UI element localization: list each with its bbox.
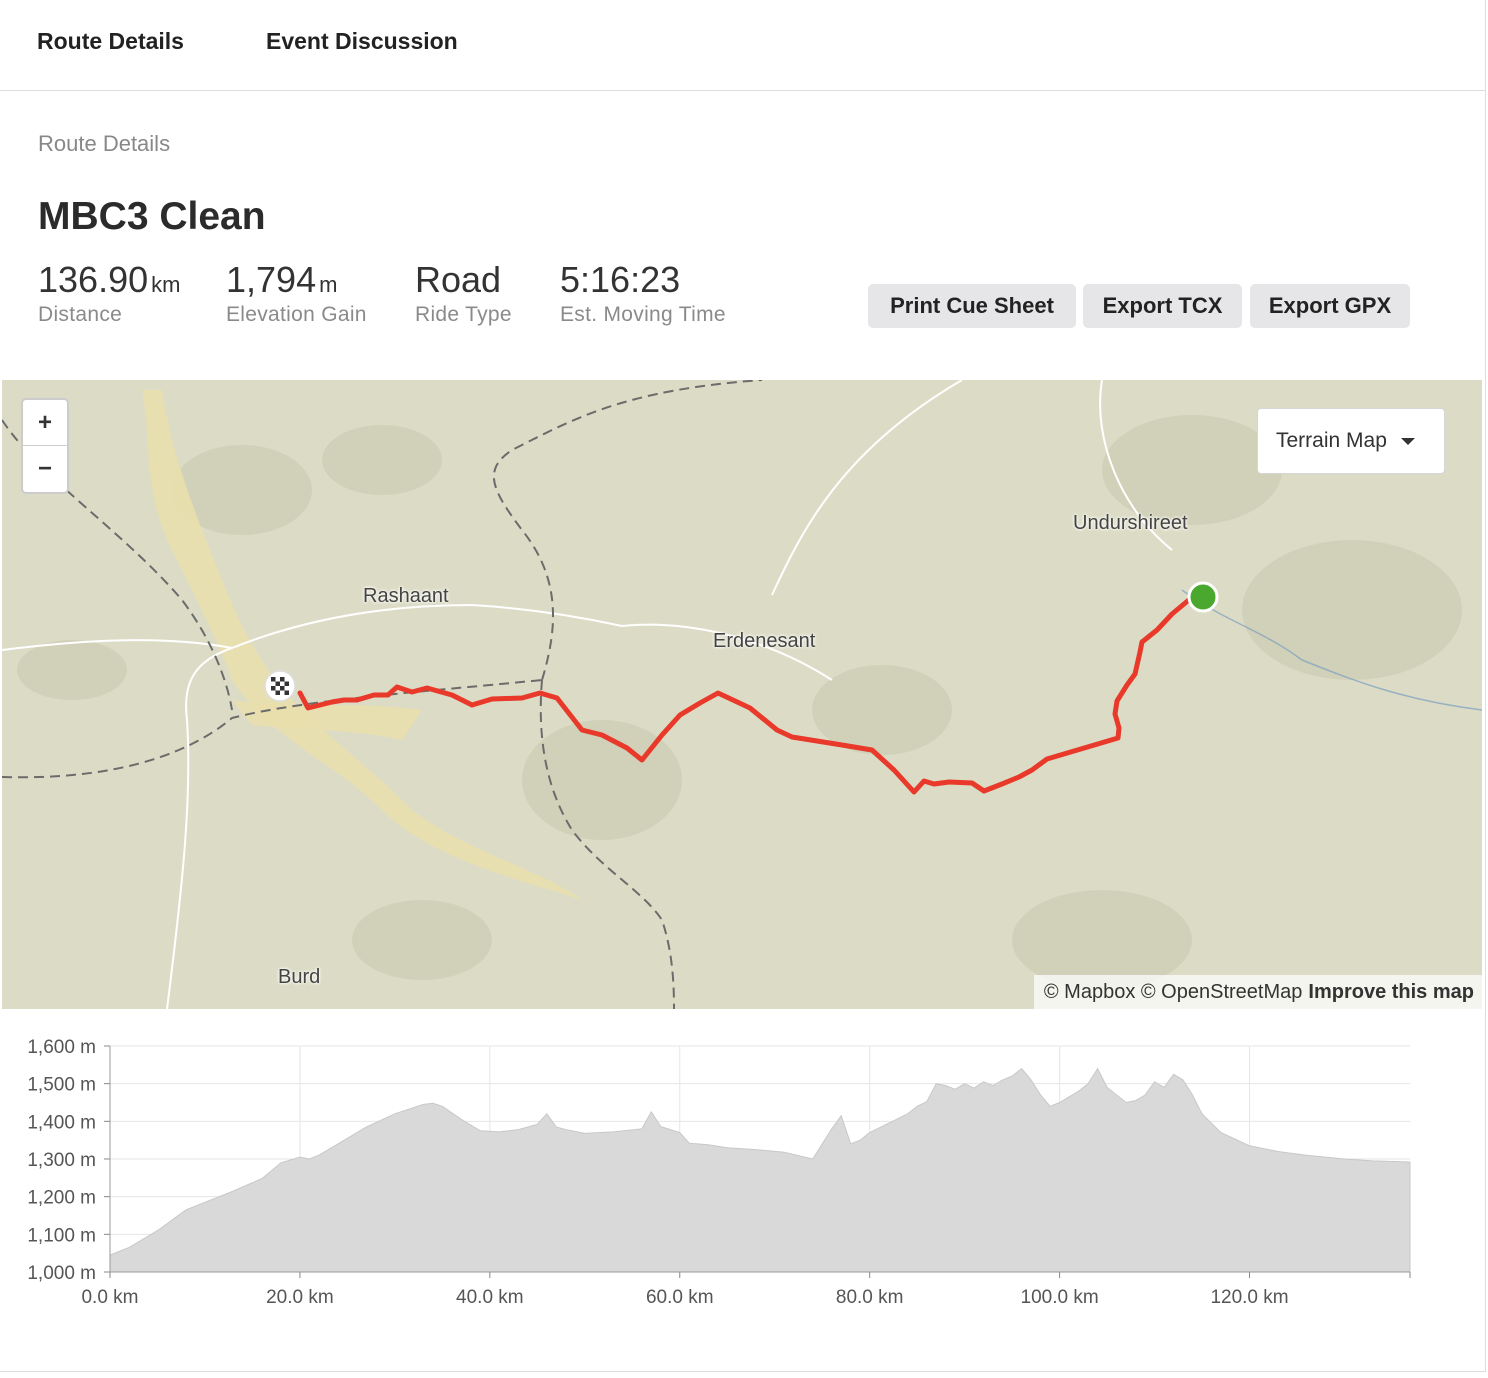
stat-value: 1,794 [226, 259, 317, 300]
x-tick-label: 40.0 km [456, 1287, 524, 1308]
map-layer-dropdown[interactable]: Terrain Map [1257, 408, 1445, 474]
stat-value: 136.90 [38, 259, 149, 300]
y-tick-label: 1,100 m [27, 1225, 96, 1246]
tab-bar: Route Details Event Discussion [0, 0, 1486, 91]
stat-unit: km [151, 272, 181, 297]
stat-label: Distance [38, 303, 123, 326]
map-layer-label: Terrain Map [1276, 429, 1387, 452]
export-gpx-button[interactable]: Export GPX [1250, 284, 1410, 328]
place-label: Rashaant [363, 585, 449, 607]
stat-label: Ride Type [415, 303, 512, 326]
stat-label: Est. Moving Time [560, 303, 726, 326]
stat-label: Elevation Gain [226, 303, 367, 326]
stat-moving-time: 5:16:23 Est. Moving Time [560, 259, 726, 327]
zoom-control: + − [21, 398, 69, 494]
x-tick-label: 20.0 km [266, 1287, 334, 1308]
x-tick-label: 80.0 km [836, 1287, 904, 1308]
stat-distance: 136.90 km Distance [38, 259, 180, 327]
stat-ride-type: Road Ride Type [415, 259, 512, 327]
place-label: Undurshireet [1073, 512, 1188, 534]
print-cue-sheet-button[interactable]: Print Cue Sheet [868, 284, 1076, 328]
y-tick-label: 1,600 m [27, 1037, 96, 1058]
place-label: Burd [278, 966, 321, 988]
route-map[interactable]: + − Terrain Map Rashaant Erdenesant Undu… [2, 380, 1482, 1009]
x-tick-label: 60.0 km [646, 1287, 714, 1308]
y-tick-label: 1,400 m [27, 1112, 96, 1133]
start-marker-icon[interactable] [1186, 580, 1220, 614]
stat-value: Road [415, 259, 502, 300]
x-tick-label: 0.0 km [81, 1287, 138, 1308]
export-tcx-button[interactable]: Export TCX [1083, 284, 1242, 328]
y-tick-label: 1,300 m [27, 1150, 96, 1171]
route-line [297, 596, 1193, 795]
zoom-out-button[interactable]: − [37, 455, 52, 482]
attribution-text[interactable]: © Mapbox © OpenStreetMap [1043, 980, 1303, 1003]
y-tick-label: 1,200 m [27, 1188, 96, 1209]
route-title: MBC3 Clean [38, 195, 266, 238]
map-attribution: © Mapbox © OpenStreetMap Improve this ma… [1033, 975, 1482, 1009]
stat-unit: m [319, 272, 338, 297]
stat-value: 5:16:23 [560, 259, 681, 300]
elevation-chart[interactable]: 1,000 m 1,100 m 1,200 m 1,300 m 1,400 m 1,500… [0, 1010, 1486, 1330]
stat-elevation-gain: 1,794 m Elevation Gain [226, 259, 367, 327]
place-label: Erdenesant [713, 630, 816, 652]
zoom-in-button[interactable]: + [23, 400, 67, 446]
improve-map-link[interactable]: Improve this map [1308, 980, 1474, 1003]
x-tick-label: 100.0 km [1021, 1287, 1099, 1308]
x-tick-label: 120.0 km [1210, 1287, 1288, 1308]
tab-event-discussion[interactable]: Event Discussion [266, 28, 458, 54]
tab-route-details[interactable]: Route Details [37, 28, 184, 54]
finish-flag-icon[interactable] [262, 668, 298, 704]
y-tick-label: 1,500 m [27, 1075, 96, 1096]
map-canvas [2, 380, 1482, 1009]
chevron-down-icon [1400, 437, 1415, 445]
section-label: Route Details [38, 131, 171, 156]
y-tick-label: 1,000 m [27, 1263, 96, 1284]
elevation-area [109, 1067, 1411, 1273]
